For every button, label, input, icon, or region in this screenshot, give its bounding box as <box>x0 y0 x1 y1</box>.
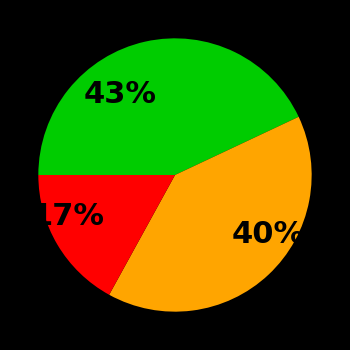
Text: 43%: 43% <box>84 80 157 110</box>
Wedge shape <box>38 175 175 295</box>
Wedge shape <box>109 117 312 312</box>
Text: 40%: 40% <box>231 220 304 249</box>
Wedge shape <box>38 38 299 175</box>
Text: 17%: 17% <box>32 202 104 231</box>
